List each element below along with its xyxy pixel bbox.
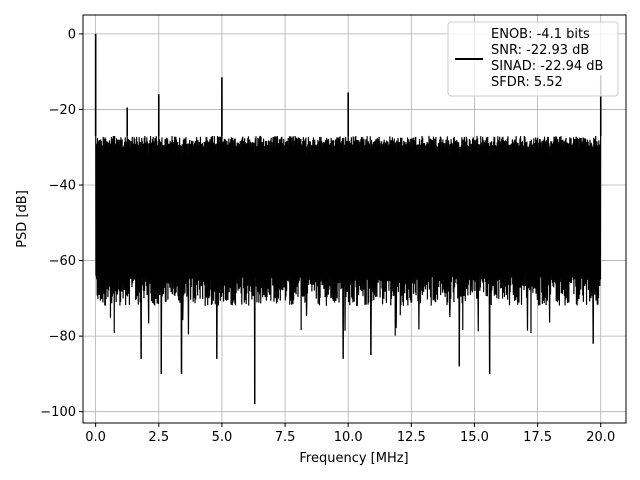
legend-enob: ENOB: -4.1 bits <box>491 27 590 42</box>
legend-sinad: SINAD: -22.94 dB <box>491 59 603 74</box>
y-tick-label: −40 <box>49 179 76 194</box>
x-tick-label: 0.0 <box>85 430 106 445</box>
y-tick-label: −20 <box>49 103 76 118</box>
x-tick-label: 20.0 <box>586 430 615 445</box>
axes-frame <box>82 14 627 424</box>
legend-sfdr: SFDR: 5.52 <box>491 75 563 90</box>
y-axis-title: PSD [dB] <box>15 190 30 248</box>
x-axis-ticks: 0.0 2.5 5.0 7.5 10.0 12.5 15.0 17.5 20.0 <box>85 423 615 445</box>
x-axis-title: Frequency [MHz] <box>299 451 408 466</box>
y-tick-label: −60 <box>49 254 76 269</box>
y-tick-label: −80 <box>49 330 76 345</box>
legend-snr: SNR: -22.93 dB <box>491 43 589 58</box>
legend: ENOB: -4.1 bits SNR: -22.93 dB SINAD: -2… <box>447 21 619 97</box>
psd-trace-line <box>95 33 602 405</box>
x-tick-label: 12.5 <box>397 430 426 445</box>
y-tick-label: −100 <box>40 405 76 420</box>
x-tick-label: 5.0 <box>212 430 233 445</box>
x-tick-label: 7.5 <box>275 430 296 445</box>
y-tick-label: 0 <box>68 27 76 42</box>
x-tick-label: 17.5 <box>523 430 552 445</box>
y-axis-ticks: 0 −20 −40 −60 −80 −100 <box>40 27 83 420</box>
x-tick-label: 2.5 <box>148 430 169 445</box>
x-tick-label: 15.0 <box>460 430 489 445</box>
x-tick-label: 10.0 <box>334 430 363 445</box>
legend-box <box>447 21 619 97</box>
plot-area <box>94 33 602 405</box>
